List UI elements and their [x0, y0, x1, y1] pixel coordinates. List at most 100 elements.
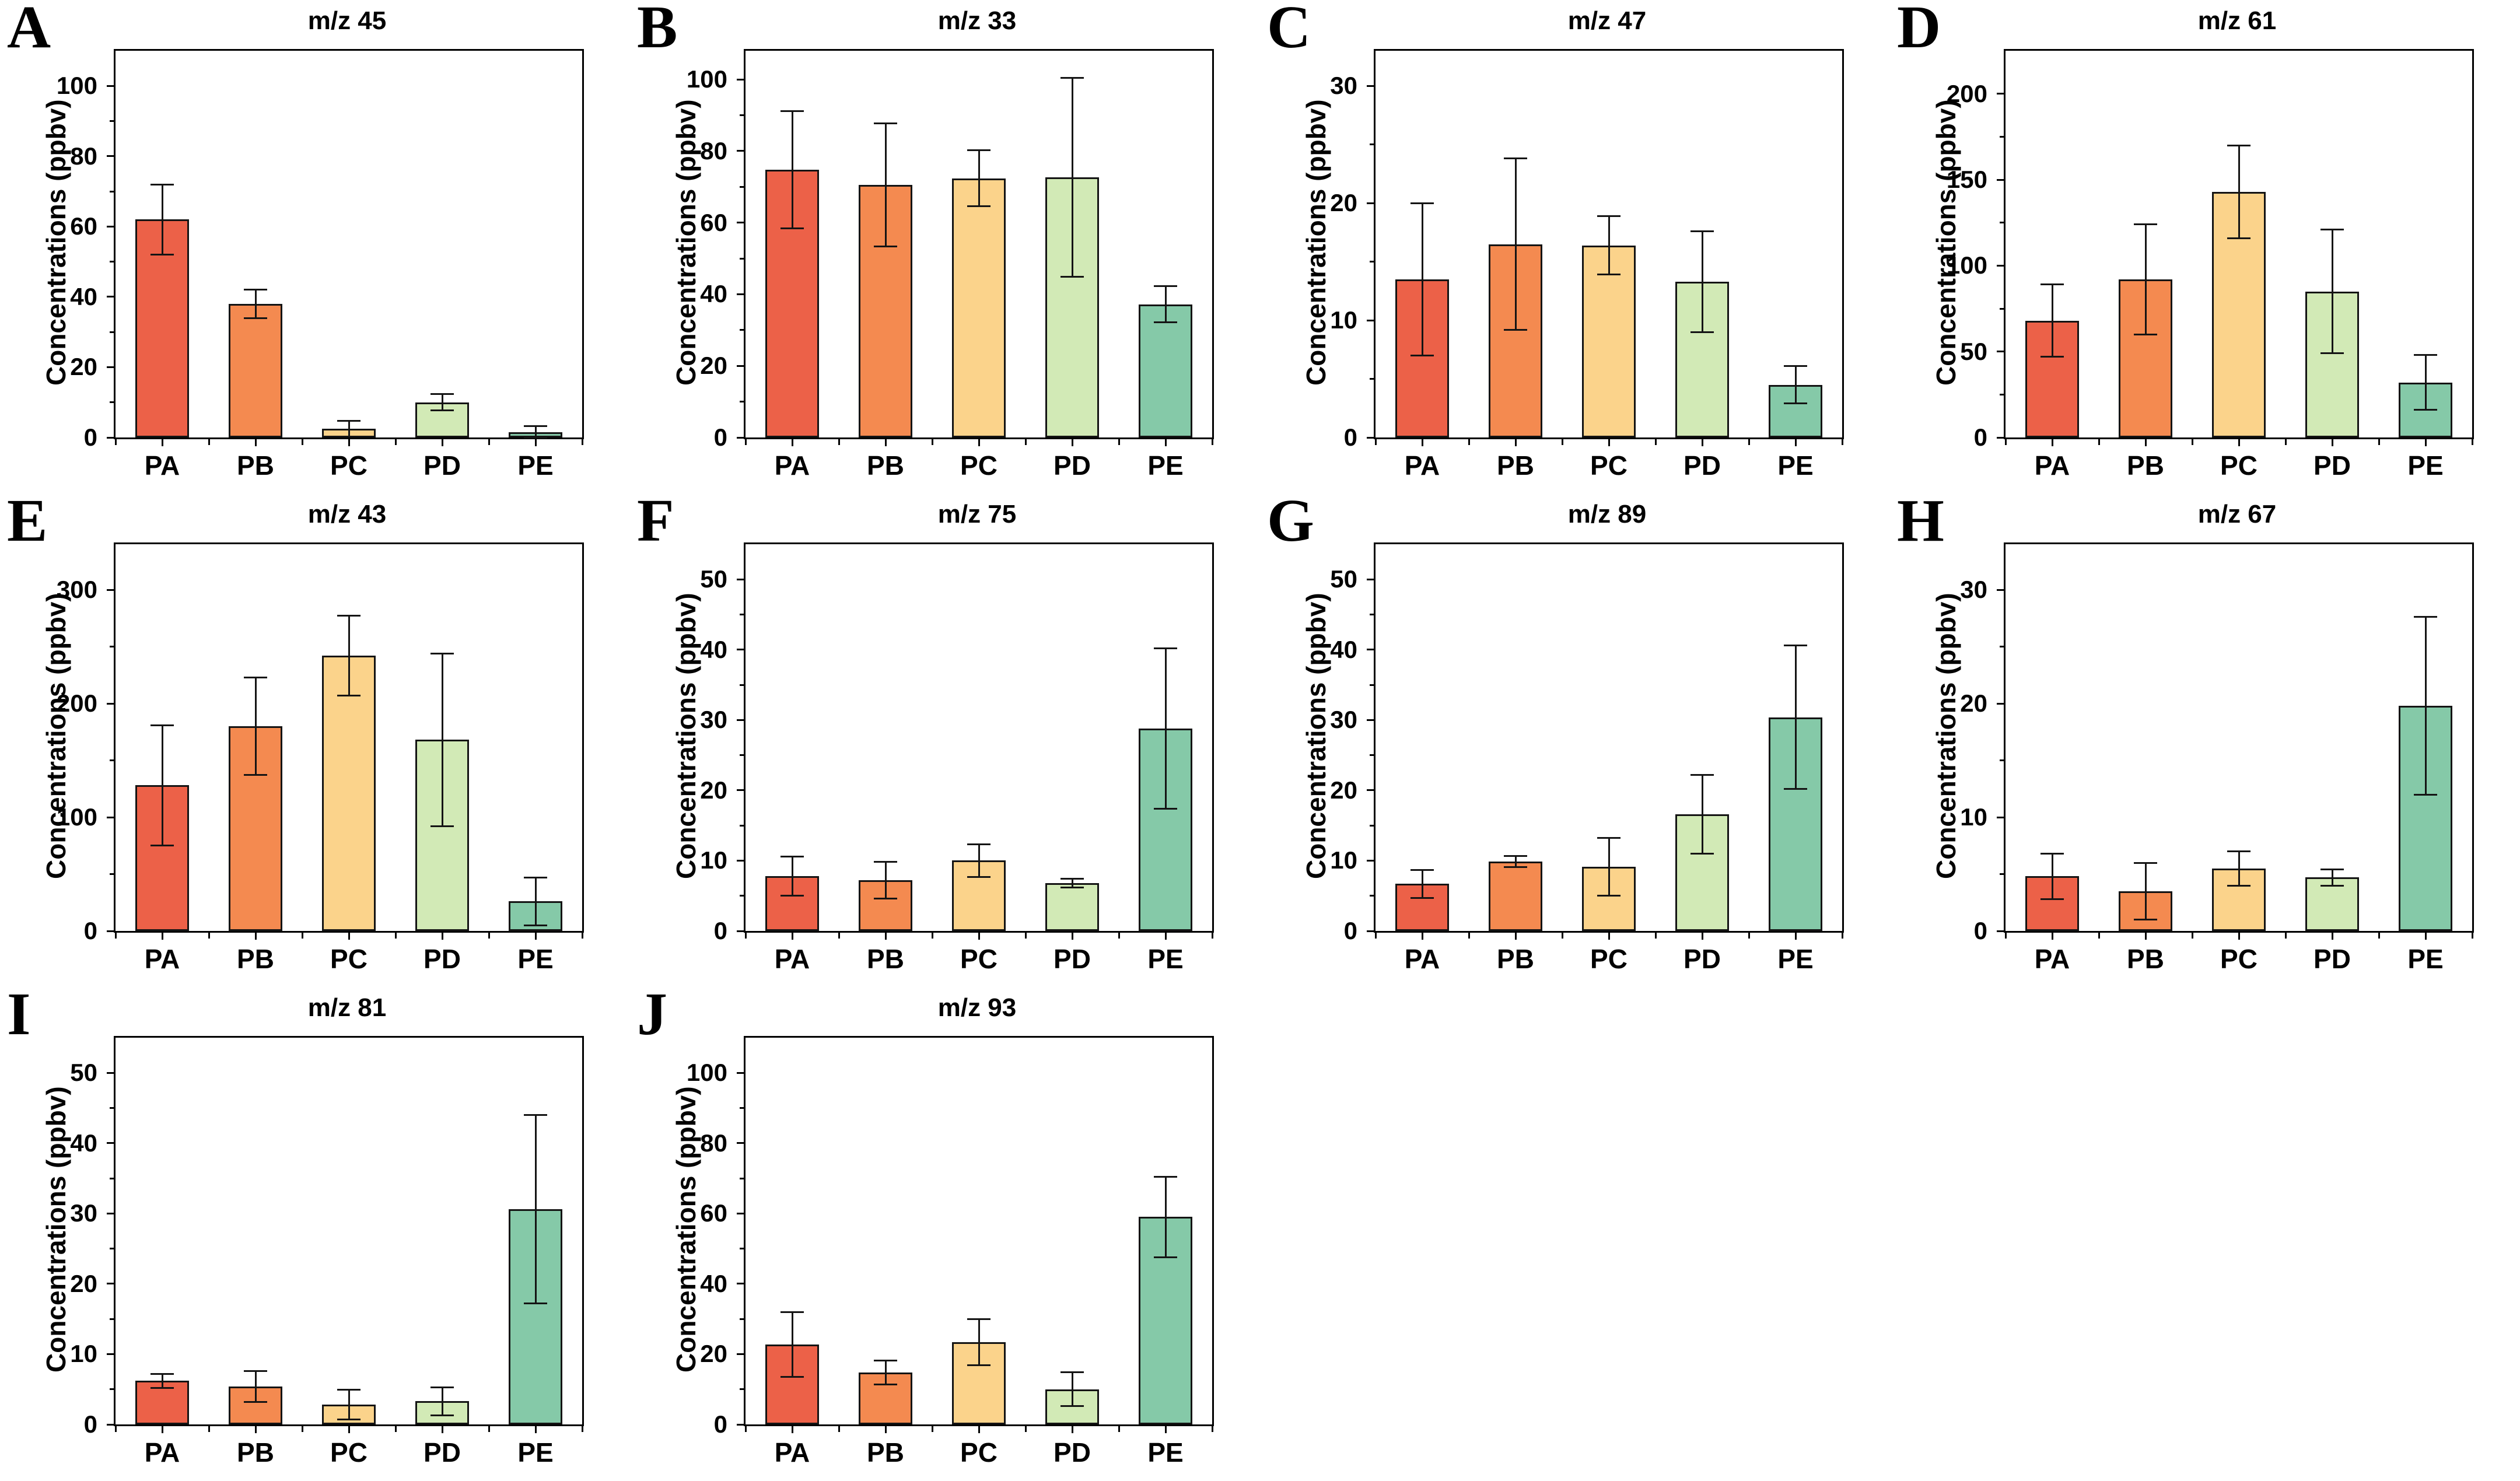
plot-area: 0 20 40 60 80 100 PA PB PC PD PE: [687, 49, 1214, 481]
error-bar-cap-bottom: [430, 1414, 454, 1416]
y-minor-tick: [110, 1248, 114, 1250]
panel-letter-E: E: [7, 487, 48, 554]
y-tick-label: 40: [700, 635, 727, 663]
error-bar-cap-bottom: [2227, 884, 2250, 887]
plot-area: 0 10 20 30 PA PB PC PD PE: [1330, 49, 1844, 481]
y-minor-tick: [740, 1107, 744, 1109]
y-major-tick: [107, 296, 114, 298]
error-bar-line-PA: [791, 111, 793, 229]
y-tick-label: 30: [1330, 72, 1357, 100]
y-minor-tick: [740, 754, 744, 757]
error-bar-cap-top: [524, 425, 547, 428]
y-tick-label: 0: [83, 423, 97, 451]
y-major-tick: [107, 1353, 114, 1355]
error-bar-cap-bottom: [1060, 1405, 1084, 1408]
x-center-tick: [884, 1426, 887, 1433]
bar-PB: [1489, 861, 1542, 931]
error-bar-cap-top: [524, 876, 547, 878]
y-minor-tick: [110, 331, 114, 333]
y-tick-label: 100: [1946, 251, 1987, 279]
x-category-label-PC: PC: [1590, 944, 1628, 974]
x-boundary-tick: [744, 439, 747, 445]
y-tick-label: 0: [83, 917, 97, 944]
x-category-label-PD: PD: [1684, 944, 1721, 974]
x-center-tick: [2238, 439, 2240, 446]
y-minor-tick: [110, 1107, 114, 1109]
error-bar-line-PD: [2331, 229, 2333, 353]
x-boundary-tick: [581, 439, 583, 445]
error-bar-cap-bottom: [780, 227, 804, 229]
error-bar-cap-top: [1504, 855, 1527, 857]
x-boundary-tick: [2004, 439, 2007, 445]
y-tick-label: 40: [70, 1129, 97, 1157]
x-category-label-PA: PA: [774, 944, 810, 974]
error-bar-line-PA: [2051, 284, 2053, 357]
y-major-tick: [737, 222, 744, 224]
error-bar-cap-top: [1784, 365, 1807, 367]
plot-area: 0 20 40 60 80 100 PA PB PC PD PE: [687, 1036, 1214, 1468]
y-tick-label: 60: [700, 208, 727, 236]
y-major-tick: [107, 85, 114, 87]
error-bar-line-PB: [884, 862, 887, 899]
y-minor-tick: [740, 614, 744, 616]
y-major-tick: [107, 366, 114, 368]
x-center-tick: [791, 1426, 793, 1433]
x-center-tick: [2331, 932, 2333, 940]
y-major-tick: [737, 293, 744, 295]
y-axis-label: Concentrations (ppbv): [1301, 99, 1331, 386]
error-bar-cap-bottom: [1504, 866, 1527, 868]
error-bar-cap-bottom: [1784, 787, 1807, 790]
x-boundary-tick: [114, 932, 117, 939]
y-major-tick: [1367, 436, 1374, 439]
y-tick-label: 20: [700, 776, 727, 804]
x-boundary-tick: [301, 439, 303, 445]
x-category-label-PE: PE: [517, 1437, 554, 1468]
y-major-tick: [1997, 436, 2004, 439]
x-category-label-PC: PC: [2220, 944, 2258, 974]
x-center-tick: [161, 932, 163, 940]
error-bar-line-PE: [2424, 355, 2427, 410]
y-major-tick: [1367, 930, 1374, 932]
y-minor-tick: [110, 120, 114, 122]
x-center-tick: [2424, 439, 2427, 446]
y-minor-tick: [2000, 135, 2004, 138]
x-category-label-PD: PD: [424, 450, 461, 481]
y-minor-tick: [110, 873, 114, 875]
y-tick-label: 20: [700, 1340, 727, 1368]
bar-PC: [1582, 867, 1636, 931]
error-bar-line-PA: [1421, 203, 1423, 356]
x-category-label-PE: PE: [1147, 944, 1184, 974]
x-boundary-tick: [1211, 1426, 1213, 1432]
y-minor-tick: [740, 824, 744, 827]
x-center-tick: [1421, 439, 1423, 446]
error-bar-cap-bottom: [244, 774, 267, 776]
error-bar-cap-bottom: [1504, 328, 1527, 331]
x-category-label-PA: PA: [2034, 450, 2070, 481]
y-tick-label: 10: [1330, 306, 1357, 334]
plot-area: 0 20 40 60 80 100 PA PB PC PD PE: [57, 49, 584, 481]
y-major-tick: [107, 1423, 114, 1426]
y-minor-tick: [1370, 684, 1374, 686]
y-minor-tick: [740, 684, 744, 686]
x-category-label-PC: PC: [960, 1437, 998, 1468]
x-boundary-tick: [488, 439, 490, 445]
x-center-tick: [254, 1426, 257, 1433]
y-major-tick: [107, 930, 114, 932]
panel-title: m/z 47: [1567, 6, 1647, 35]
y-major-tick: [1367, 719, 1374, 721]
x-boundary-tick: [2191, 439, 2193, 445]
y-minor-tick: [1370, 614, 1374, 616]
panel-title: m/z 89: [1567, 500, 1647, 528]
x-center-tick: [884, 439, 887, 446]
error-bar-line-PA: [161, 725, 163, 846]
x-category-label-PE: PE: [1777, 450, 1814, 481]
x-boundary-tick: [744, 1426, 747, 1432]
x-boundary-tick: [2098, 439, 2100, 445]
x-category-label-PE: PE: [517, 944, 554, 974]
x-boundary-tick: [301, 932, 303, 939]
error-bar-cap-bottom: [1060, 886, 1084, 888]
x-category-label-PA: PA: [2034, 944, 2070, 974]
y-major-tick: [737, 1212, 744, 1214]
